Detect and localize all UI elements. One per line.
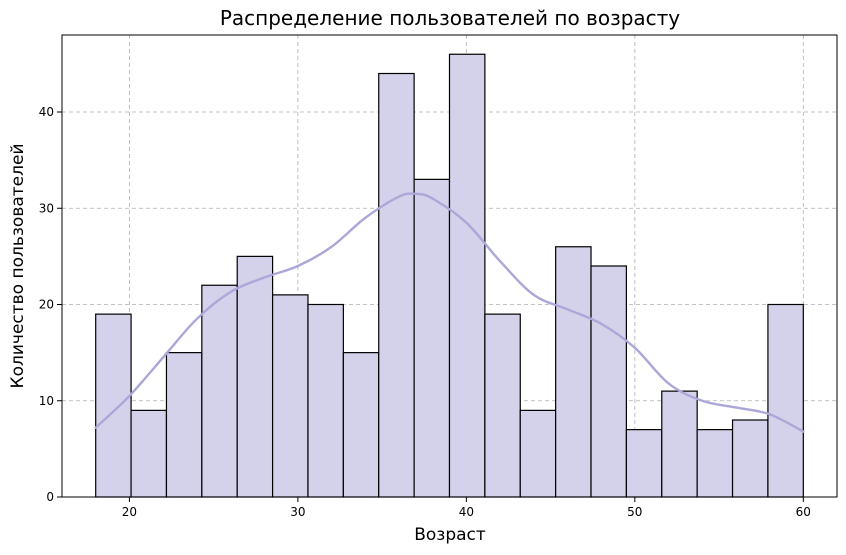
kde-curve <box>94 192 805 433</box>
y-tick-label-1: 10 <box>39 394 54 408</box>
histogram-bar-15 <box>625 429 663 498</box>
histogram-bar-6 <box>307 303 344 498</box>
histogram-bar-16 <box>661 390 698 498</box>
y-tick-label-4: 40 <box>39 105 54 119</box>
y-axis-label: Количество пользователей <box>8 144 28 389</box>
x-tick-label-3: 50 <box>627 505 642 519</box>
histogram-bar-2 <box>165 352 203 498</box>
plot-frame <box>61 34 838 498</box>
histogram-bar-11 <box>484 313 521 498</box>
histogram-bar-8 <box>378 72 415 498</box>
chart-title: Распределение пользователей по возрасту <box>220 6 680 30</box>
histogram-bar-10 <box>448 53 486 498</box>
histogram-bar-18 <box>731 419 769 498</box>
histogram-bar-5 <box>271 294 309 498</box>
y-axis-ticks: 0 10 20 30 40 <box>39 105 62 504</box>
kde-curve-layer <box>94 192 805 433</box>
histogram-bar-13 <box>555 246 592 498</box>
x-tick-label-0: 20 <box>122 505 137 519</box>
histogram-bars <box>95 53 804 498</box>
histogram-bar-1 <box>130 409 168 498</box>
x-axis-ticks: 20 30 40 50 60 <box>122 497 811 519</box>
y-tick-label-3: 30 <box>39 201 54 215</box>
histogram-bar-9 <box>413 178 451 498</box>
histogram-bar-3 <box>201 284 238 498</box>
histogram-bar-4 <box>236 255 274 498</box>
x-axis-label: Возраст <box>414 525 486 545</box>
y-tick-label-2: 20 <box>39 298 54 312</box>
histogram-bar-19 <box>767 303 804 498</box>
y-tick-label-0: 0 <box>46 490 54 504</box>
histogram-bar-7 <box>342 352 380 498</box>
x-tick-label-2: 40 <box>459 505 474 519</box>
x-tick-label-1: 30 <box>290 505 305 519</box>
histogram-bar-12 <box>519 409 557 498</box>
histogram-bar-14 <box>590 265 628 498</box>
histogram-bar-17 <box>696 429 734 498</box>
x-tick-label-4: 60 <box>796 505 811 519</box>
histogram-bar-0 <box>95 313 132 498</box>
